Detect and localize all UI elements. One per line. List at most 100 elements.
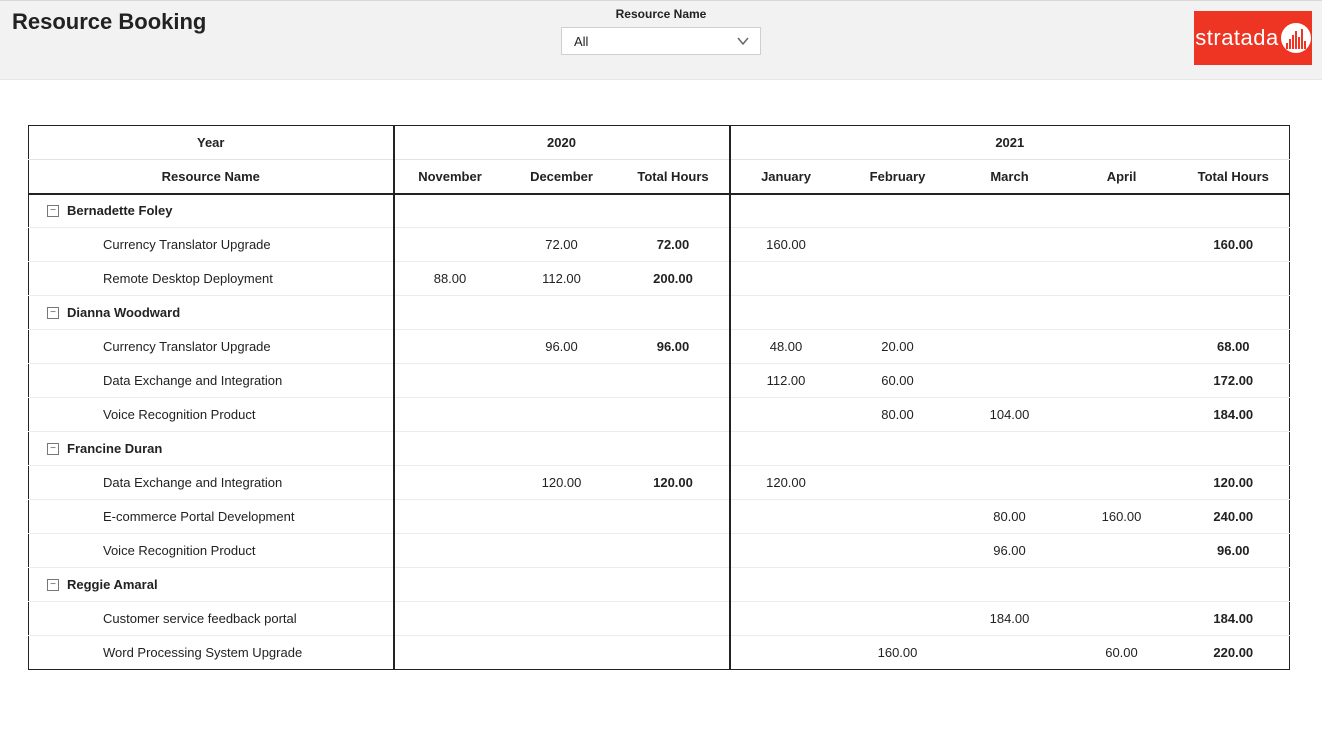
- col-march: March: [954, 160, 1066, 194]
- cell: 160.00: [842, 636, 954, 670]
- cell: [506, 534, 618, 568]
- cell: 104.00: [954, 398, 1066, 432]
- cell: 88.00: [394, 262, 506, 296]
- group-name-cell: −Dianna Woodward: [29, 296, 394, 330]
- project-name: Voice Recognition Product: [43, 407, 379, 422]
- cell: [1066, 568, 1178, 602]
- cell: [1066, 534, 1178, 568]
- total-2020-cell: [618, 602, 730, 636]
- collapse-icon[interactable]: −: [47, 307, 59, 319]
- collapse-icon[interactable]: −: [47, 443, 59, 455]
- cell: [506, 432, 618, 466]
- cell: [954, 568, 1066, 602]
- total-2020-cell: [618, 364, 730, 398]
- data-row: Currency Translator Upgrade96.0096.0048.…: [29, 330, 1290, 364]
- cell: [730, 262, 842, 296]
- cell: [394, 364, 506, 398]
- cell: [1066, 364, 1178, 398]
- cell: [506, 364, 618, 398]
- cell: [506, 500, 618, 534]
- data-row: E-commerce Portal Development 80.00160.00…: [29, 500, 1290, 534]
- project-name-cell: E-commerce Portal Development: [29, 500, 394, 534]
- cell: [394, 194, 506, 228]
- col-total-2021: Total Hours: [1178, 160, 1290, 194]
- cell: [730, 194, 842, 228]
- cell: 96.00: [954, 534, 1066, 568]
- total-2020-cell: 200.00: [618, 262, 730, 296]
- collapse-icon[interactable]: −: [47, 579, 59, 591]
- data-row: Voice Recognition Product96.0096.00: [29, 534, 1290, 568]
- year-2021-header: 2021: [730, 126, 1290, 160]
- project-name: Customer service feedback portal: [43, 611, 379, 626]
- group-name: Reggie Amaral: [67, 577, 158, 592]
- cell: [842, 432, 954, 466]
- cell: [394, 636, 506, 670]
- project-name-cell: Data Exchange and Integration: [29, 364, 394, 398]
- resource-filter-value: All: [574, 34, 588, 49]
- project-name: E-commerce Portal Development: [43, 509, 379, 524]
- group-name: Dianna Woodward: [67, 305, 180, 320]
- cell: 184.00: [954, 602, 1066, 636]
- cell: [394, 296, 506, 330]
- project-name-cell: Word Processing System Upgrade: [29, 636, 394, 670]
- col-december: December: [506, 160, 618, 194]
- cell: [394, 534, 506, 568]
- project-name: Data Exchange and Integration: [43, 475, 379, 490]
- data-row: Remote Desktop Deployment88.00112.00200.…: [29, 262, 1290, 296]
- col-january: January: [730, 160, 842, 194]
- page-title: Resource Booking: [12, 9, 206, 35]
- total-2020-cell: [618, 500, 730, 534]
- cell: [1066, 398, 1178, 432]
- data-row: Voice Recognition Product 80.00104.00 184.…: [29, 398, 1290, 432]
- cell: 80.00: [954, 500, 1066, 534]
- cell: 160.00: [1066, 500, 1178, 534]
- col-february: February: [842, 160, 954, 194]
- project-name: Word Processing System Upgrade: [43, 645, 379, 660]
- data-row: Word Processing System Upgrade 160.00 60.0…: [29, 636, 1290, 670]
- cell: [506, 636, 618, 670]
- cell: [730, 500, 842, 534]
- cell: [506, 194, 618, 228]
- group-name: Francine Duran: [67, 441, 162, 456]
- project-name: Currency Translator Upgrade: [43, 237, 379, 252]
- cell: [394, 466, 506, 500]
- cell: [954, 194, 1066, 228]
- cell: 60.00: [1066, 636, 1178, 670]
- collapse-icon[interactable]: −: [47, 205, 59, 217]
- cell: [1066, 194, 1178, 228]
- cell: [394, 228, 506, 262]
- cell: [954, 296, 1066, 330]
- group-row: −Bernadette Foley: [29, 194, 1290, 228]
- data-row: Data Exchange and Integration112.0060.00…: [29, 364, 1290, 398]
- cell: [730, 636, 842, 670]
- total-2021-cell: 120.00: [1178, 466, 1290, 500]
- cell: 48.00: [730, 330, 842, 364]
- cell: 80.00: [842, 398, 954, 432]
- total-2021-cell: 220.00: [1178, 636, 1290, 670]
- chevron-down-icon: [736, 34, 750, 48]
- project-name: Remote Desktop Deployment: [43, 271, 379, 286]
- cell: [618, 194, 730, 228]
- total-2021-cell: 68.00: [1178, 330, 1290, 364]
- total-2021-cell: 172.00: [1178, 364, 1290, 398]
- resource-filter-dropdown[interactable]: All: [561, 27, 761, 55]
- group-name-cell: −Bernadette Foley: [29, 194, 394, 228]
- cell: 160.00: [730, 228, 842, 262]
- year-2020-header: 2020: [394, 126, 730, 160]
- cell: [394, 602, 506, 636]
- resource-filter-label: Resource Name: [561, 7, 761, 21]
- cell: [394, 500, 506, 534]
- cell: [954, 466, 1066, 500]
- cell: [1066, 432, 1178, 466]
- cell: [954, 364, 1066, 398]
- cell: [730, 534, 842, 568]
- project-name-cell: Currency Translator Upgrade: [29, 330, 394, 364]
- total-2021-cell: 184.00: [1178, 398, 1290, 432]
- cell: [618, 432, 730, 466]
- brand-logo: stratada: [1194, 11, 1312, 65]
- cell: [1178, 568, 1290, 602]
- group-name: Bernadette Foley: [67, 203, 172, 218]
- col-total-2020: Total Hours: [618, 160, 730, 194]
- resource-name-col-header: Resource Name: [29, 160, 394, 194]
- total-2020-cell: [618, 534, 730, 568]
